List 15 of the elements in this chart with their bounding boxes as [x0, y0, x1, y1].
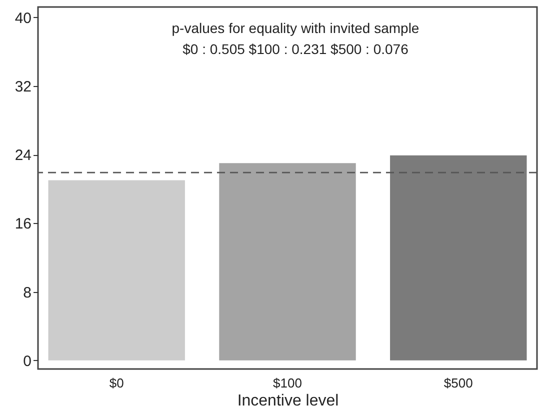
y-tick-label: 16 [14, 216, 32, 233]
bar [219, 163, 356, 360]
y-tick-label: 24 [14, 147, 32, 164]
x-axis-title: Incentive level [237, 392, 339, 409]
bar [390, 155, 527, 360]
annotation: p-values for equality with invited sample [172, 20, 420, 36]
annotation: $0 : 0.505 $100 : 0.231 $500 : 0.076 [182, 41, 409, 57]
y-tick-label: 0 [23, 352, 32, 370]
bar [48, 180, 185, 360]
y-tick-label: 40 [14, 10, 32, 27]
x-tick-label: $500 [444, 376, 473, 390]
y-tick-label: 8 [23, 284, 32, 302]
x-tick-label: $100 [273, 376, 302, 390]
y-tick-label: 32 [14, 78, 32, 96]
x-tick-label: $0 [109, 376, 124, 390]
